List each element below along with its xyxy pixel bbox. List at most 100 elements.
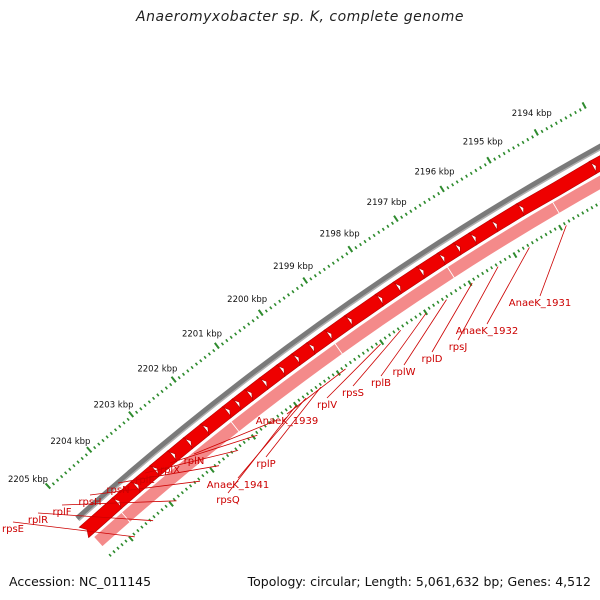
inner-tick xyxy=(271,417,276,422)
inner-tick xyxy=(445,294,449,299)
scale-major-tick xyxy=(486,156,492,164)
scale-minor-tick xyxy=(322,267,326,272)
gene-leader-line xyxy=(12,521,135,538)
scale-minor-tick xyxy=(84,453,88,457)
forward-gene-11 xyxy=(258,364,287,391)
inner-tick xyxy=(297,398,301,402)
scale-minor-tick xyxy=(465,174,468,178)
scale-minor-tick xyxy=(521,140,525,145)
scale-minor-tick xyxy=(460,177,464,181)
scale-minor-tick xyxy=(51,482,56,486)
scale-minor-tick xyxy=(273,302,277,307)
inner-tick xyxy=(499,260,503,264)
genome-summary: Topology: circular; Length: 5,061,632 bp… xyxy=(247,574,591,589)
inner-tick xyxy=(160,508,164,512)
inner-tick xyxy=(458,286,462,290)
scale-major-tick xyxy=(214,342,220,350)
forward-gene-17 xyxy=(374,281,403,307)
scale-minor-tick xyxy=(164,386,168,390)
scale-minor-tick xyxy=(225,338,229,343)
scale-minor-tick xyxy=(291,289,295,294)
inner-tick xyxy=(558,224,563,231)
scale-major-tick xyxy=(257,309,264,317)
gene-leader-line xyxy=(237,397,307,479)
inner-tick xyxy=(388,333,392,337)
inner-tick xyxy=(544,232,548,237)
scale-minor-tick xyxy=(122,421,126,425)
gene-label: AnaeK_1941 xyxy=(207,480,269,491)
inner-tick xyxy=(463,283,467,287)
scale-minor-tick xyxy=(101,438,105,443)
scale-minor-tick xyxy=(194,362,199,366)
forward-gene-10 xyxy=(243,377,269,402)
inner-tick xyxy=(267,421,271,425)
scale-minor-tick xyxy=(295,286,299,291)
scale-minor-tick xyxy=(559,118,563,123)
scale-minor-tick xyxy=(143,403,147,408)
forward-gene-4 xyxy=(148,449,178,478)
scale-minor-tick xyxy=(359,242,362,247)
inner-tick xyxy=(172,497,176,502)
gene-label: rpsN xyxy=(106,485,129,496)
scale-minor-tick xyxy=(432,194,436,199)
gene-label: rplF xyxy=(53,507,72,518)
scale-minor-tick xyxy=(345,252,349,256)
scale-minor-tick xyxy=(327,264,331,268)
scale-minor-tick xyxy=(390,221,394,225)
gene-leader-line xyxy=(403,299,447,366)
inner-tick xyxy=(310,388,314,393)
forward-gene-22 xyxy=(467,219,499,246)
scale-minor-tick xyxy=(409,209,413,214)
inner-tick xyxy=(370,345,374,349)
inner-tick xyxy=(353,357,357,362)
gene-leader-line xyxy=(89,480,201,496)
scale-minor-tick xyxy=(451,183,455,187)
scale-minor-tick xyxy=(220,342,225,346)
scale-minor-tick xyxy=(516,143,520,147)
inner-tick xyxy=(517,249,521,253)
scale-minor-tick xyxy=(109,431,113,436)
inner-tick xyxy=(454,288,458,293)
gene-label: rplW xyxy=(392,367,415,378)
scale-minor-tick xyxy=(126,417,130,422)
inner-tick xyxy=(180,490,184,495)
scale-minor-tick xyxy=(427,197,431,202)
inner-tick xyxy=(392,330,396,334)
scale-minor-tick xyxy=(493,157,497,161)
inner-tick xyxy=(314,385,318,390)
scale-minor-tick xyxy=(331,261,335,265)
forward-gene-14 xyxy=(305,329,334,355)
inner-tick xyxy=(348,360,352,365)
gene-label: AnaeK_1939 xyxy=(256,416,318,427)
scale-major-tick xyxy=(347,245,354,253)
inner-tick xyxy=(436,300,440,304)
scale-minor-tick xyxy=(354,245,358,250)
inner-tick xyxy=(340,367,344,371)
scale-minor-tick xyxy=(186,369,190,373)
inner-tick xyxy=(418,312,422,316)
forward-gene-15 xyxy=(323,314,354,343)
gene-leader-line xyxy=(144,450,239,474)
gene-label: rpsQ xyxy=(216,495,240,506)
scale-minor-tick xyxy=(340,255,344,259)
gene-leader-line xyxy=(265,386,322,458)
scale-minor-tick xyxy=(190,365,194,370)
forward-gene-18 xyxy=(392,265,426,295)
scale-minor-tick xyxy=(242,325,246,330)
inner-tick xyxy=(140,525,144,529)
gene-leader-line xyxy=(486,247,530,325)
inner-tick xyxy=(280,411,284,415)
scale-minor-tick xyxy=(578,108,582,112)
inner-tick xyxy=(112,550,116,554)
inner-tick xyxy=(128,535,134,542)
scale-minor-tick xyxy=(177,376,181,380)
inner-tick xyxy=(335,370,341,376)
inner-tick xyxy=(318,382,322,386)
inner-tick xyxy=(361,351,365,355)
inner-tick xyxy=(512,251,518,259)
gene-leader-line xyxy=(539,225,567,297)
inner-tick xyxy=(205,470,209,474)
accession-label: Accession: NC_011145 xyxy=(9,574,152,589)
scale-minor-tick xyxy=(139,407,143,411)
scale-minor-tick xyxy=(512,146,515,150)
